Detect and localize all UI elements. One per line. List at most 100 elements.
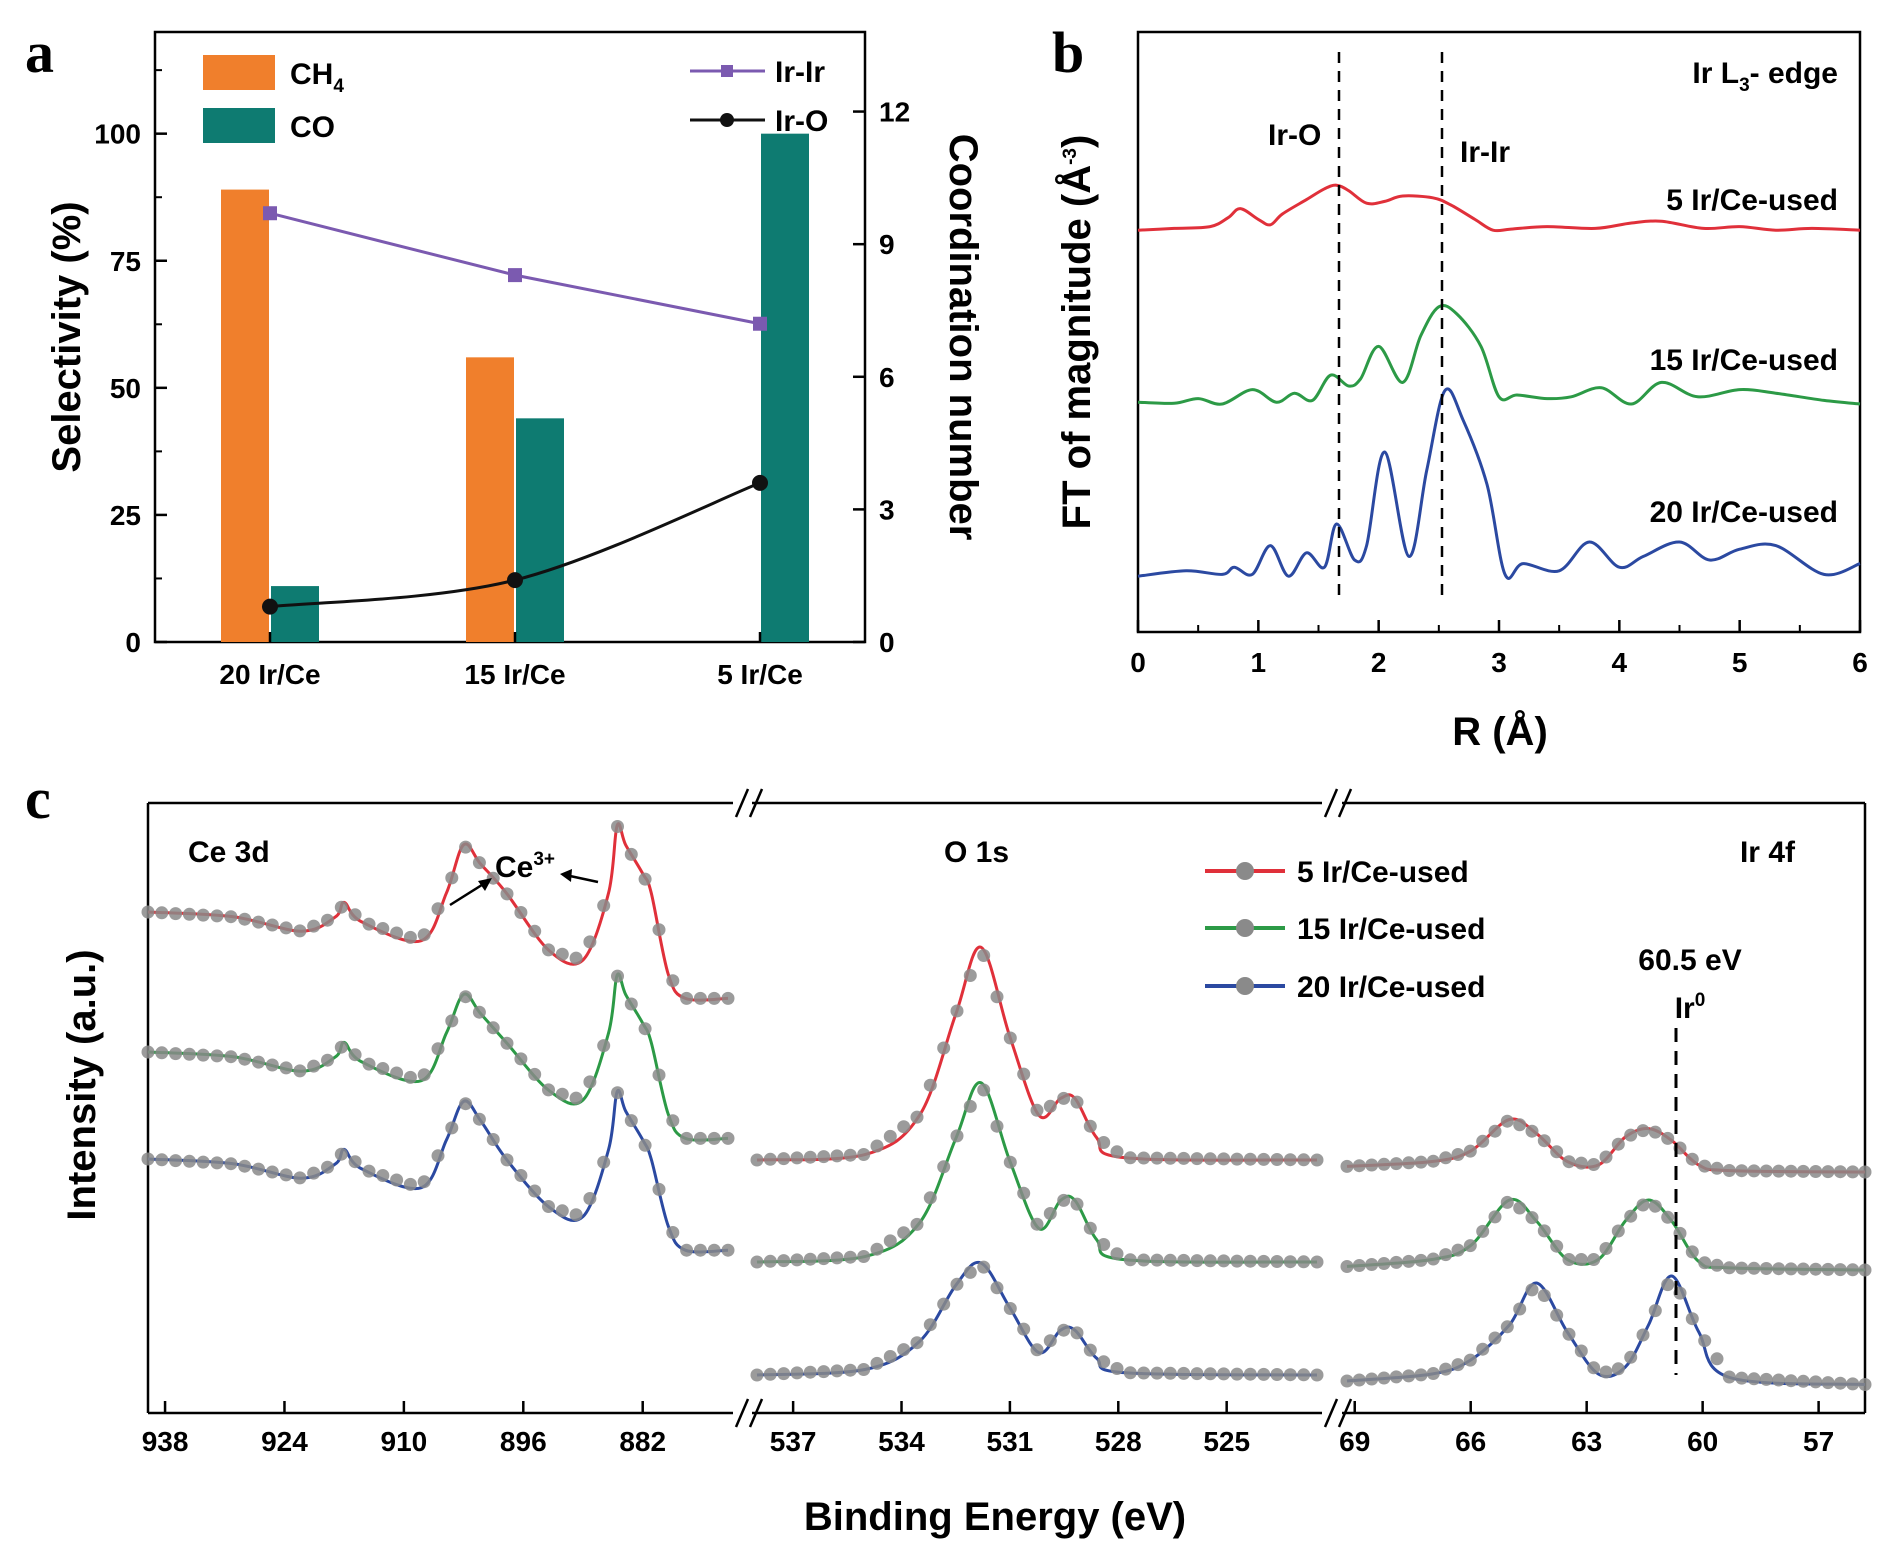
axis-break-b-2 — [1337, 788, 1353, 818]
xps-data-point — [638, 872, 652, 886]
xps-data-point — [1203, 1254, 1217, 1268]
xps-data-point — [1550, 1145, 1564, 1159]
xps-data-point — [459, 990, 473, 1004]
xps-data-point — [1003, 1302, 1017, 1315]
a-y2tick-label-0: 0 — [879, 627, 895, 658]
xps-data-point — [486, 1021, 500, 1035]
legend-ch4-label: CH4 — [290, 58, 344, 97]
xps-data-point — [210, 1049, 224, 1063]
xps-data-point — [1110, 1362, 1124, 1375]
xps-data-point — [1439, 1151, 1453, 1165]
xps-data-point — [1488, 1331, 1502, 1345]
ce3plus-arrowhead-right — [560, 869, 572, 882]
xps-data-point — [1858, 1165, 1872, 1179]
legend-15-marker — [1236, 919, 1254, 937]
xps-data-point — [1500, 1320, 1514, 1334]
xps-data-point — [1624, 1209, 1638, 1223]
xps-data-point — [1030, 1103, 1044, 1117]
iro-point-3 — [752, 474, 768, 491]
xps-data-point — [514, 1169, 528, 1182]
xps-data-point — [1057, 1193, 1071, 1207]
xps-data-point — [555, 947, 569, 961]
xps-data-point — [1365, 1372, 1379, 1386]
xps-data-point — [1097, 1136, 1111, 1149]
xps-data-point — [977, 949, 991, 962]
iro-point-1 — [262, 598, 278, 615]
xps-data-point — [583, 1192, 597, 1205]
xps-data-point — [1110, 1145, 1124, 1159]
xps-data-point — [611, 969, 624, 983]
xps-data-point — [1562, 1253, 1576, 1266]
panel-b-ticks: 0 1 2 3 4 5 6 — [1130, 620, 1868, 678]
ce3plus-arrow-left — [449, 881, 486, 907]
xps-data-point — [1257, 1254, 1271, 1268]
xps-data-point — [870, 1139, 884, 1153]
xps-data-point — [750, 1153, 764, 1167]
xps-data-point — [1574, 1253, 1588, 1266]
xps-data-point — [1821, 1262, 1835, 1276]
xps-data-point — [1377, 1371, 1391, 1385]
xps-data-point — [923, 1191, 937, 1205]
xps-data-point — [803, 1150, 817, 1164]
xps-data-point — [348, 1048, 362, 1062]
xps-data-point — [1283, 1255, 1297, 1269]
panel-a-lines — [262, 206, 768, 615]
legend-15-label: 15 Ir/Ce-used — [1297, 913, 1485, 946]
xps-data-point — [1833, 1376, 1847, 1390]
xps-data-point — [990, 990, 1004, 1004]
xps-data-point — [307, 1166, 321, 1180]
xps-data-point — [1414, 1155, 1428, 1169]
xps-data-point — [1624, 1350, 1638, 1364]
xps-data-point — [169, 1154, 183, 1168]
xps-data-point — [817, 1252, 831, 1266]
c-xtick-label-938: 938 — [142, 1426, 189, 1457]
xps-data-point — [1297, 1368, 1311, 1382]
xps-ce3d-curve-3 — [147, 1088, 729, 1254]
xps-data-point — [1463, 1144, 1477, 1158]
xps-data-point — [666, 1226, 680, 1239]
xps-data-point — [1759, 1372, 1773, 1386]
axis-break-b-2 — [1337, 1398, 1353, 1428]
section-ir4f-label: Ir 4f — [1740, 836, 1796, 869]
xps-data-point — [1796, 1262, 1810, 1276]
xps-data-point — [750, 1255, 764, 1269]
panel-c-ticks: 938 924 910 896 882 537 534 531 528 525 69 66 63 60 57 — [142, 1401, 1834, 1457]
xps-data-point — [1550, 1239, 1564, 1253]
xps-data-point — [1017, 1067, 1031, 1081]
xps-data-point — [1217, 1367, 1231, 1381]
xps-data-point — [528, 1184, 542, 1198]
xps-data-point — [817, 1150, 831, 1164]
axis-break-b-1 — [748, 788, 764, 818]
a-ytick-label-0: 0 — [125, 627, 141, 658]
xps-data-point — [528, 924, 542, 938]
xps-data-point — [1123, 1151, 1137, 1165]
irir-point-2 — [508, 268, 522, 283]
xps-data-point — [1057, 1091, 1071, 1105]
xps-data-point — [252, 1055, 265, 1069]
xps-data-point — [1297, 1153, 1311, 1167]
xps-data-point — [1821, 1376, 1835, 1390]
xps-data-point — [362, 1164, 376, 1178]
a-ytick-label-75: 75 — [110, 246, 141, 277]
xps-data-point — [1846, 1165, 1860, 1179]
xps-data-point — [348, 908, 362, 922]
xps-data-point — [238, 912, 252, 926]
xps-data-point — [1599, 1150, 1613, 1164]
xps-data-point — [307, 919, 321, 933]
c-xtick-label-896: 896 — [500, 1426, 547, 1457]
xps-data-point — [1784, 1262, 1798, 1276]
xps-data-point — [431, 1149, 445, 1163]
panel-b-title: Ir L3- edge — [1692, 57, 1838, 96]
xps-data-point — [597, 1039, 611, 1053]
xps-data-point — [1513, 1118, 1527, 1132]
xps-data-point — [693, 1131, 707, 1145]
xps-data-point — [923, 1078, 937, 1092]
xps-data-point — [500, 1153, 514, 1167]
legend-co-swatch — [203, 108, 275, 143]
xps-data-point — [279, 1168, 293, 1182]
xps-data-point — [963, 1099, 977, 1113]
xps-data-point — [1190, 1152, 1204, 1166]
xps-data-point — [376, 922, 390, 935]
xps-data-point — [1163, 1151, 1177, 1165]
xps-data-point — [1283, 1368, 1297, 1382]
